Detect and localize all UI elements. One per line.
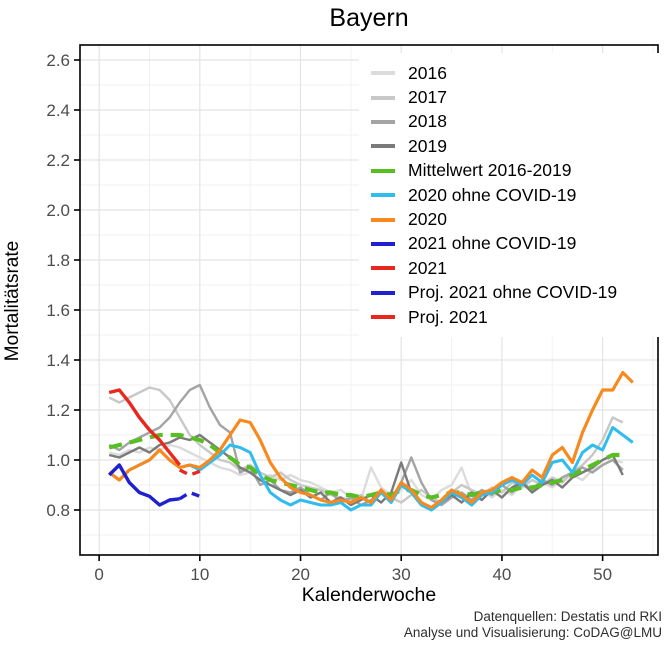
legend-label: 2016 — [408, 62, 447, 83]
legend-item: 2019 — [365, 134, 663, 158]
axis-ticks — [74, 59, 604, 561]
legend-swatch — [371, 95, 395, 100]
y-tick-label: 0.8 — [46, 501, 70, 520]
x-axis-title: Kalenderwoche — [301, 584, 437, 606]
x-tick-label: 20 — [291, 565, 310, 584]
legend-swatch — [371, 144, 395, 149]
legend-swatch — [371, 290, 395, 295]
y-tick-label: 1.2 — [46, 401, 70, 420]
legend: 2016 2017 2018 2019 Mittelwert 2016-2019 2020… — [359, 53, 669, 338]
series-2021-ohne-covid-19 — [108, 463, 180, 507]
y-tick-label: 1.6 — [46, 301, 70, 320]
x-tick-label: 50 — [593, 565, 612, 584]
legend-item: 2021 — [365, 256, 663, 280]
series-2020-ohne-covid-19 — [108, 426, 634, 512]
x-tick-label: 30 — [392, 565, 411, 584]
series-2020 — [108, 370, 634, 510]
legend-swatch — [371, 193, 395, 198]
legend-label: 2020 — [408, 209, 447, 230]
legend-item: Proj. 2021 ohne COVID-19 — [365, 281, 663, 305]
y-tick-label: 1.8 — [46, 251, 70, 270]
series-proj-2021 — [178, 468, 201, 477]
chart-title: Bayern — [329, 4, 409, 32]
legend-label: Proj. 2021 ohne COVID-19 — [408, 282, 618, 303]
legend-item: 2020 ohne COVID-19 — [365, 183, 663, 207]
caption: Datenquellen: Destatis und RKI Analyse u… — [404, 609, 662, 640]
legend-label: 2020 ohne COVID-19 — [408, 184, 577, 205]
legend-item: 2017 — [365, 85, 663, 109]
x-tick-label: 40 — [492, 565, 511, 584]
legend-item: 2018 — [365, 110, 663, 134]
x-tick-label: 10 — [190, 565, 209, 584]
legend-swatch — [371, 266, 395, 271]
legend-swatch — [371, 241, 395, 246]
x-tick-label: 0 — [94, 565, 103, 584]
legend-item: Proj. 2021 — [365, 305, 663, 329]
legend-swatch — [371, 217, 395, 222]
legend-label: 2019 — [408, 135, 447, 156]
legend-label: 2018 — [408, 111, 447, 132]
legend-label: Proj. 2021 — [408, 306, 488, 327]
legend-label: 2021 ohne COVID-19 — [408, 233, 577, 254]
legend-label: Mittelwert 2016-2019 — [408, 160, 572, 181]
legend-swatch — [371, 119, 395, 124]
legend-label: 2017 — [408, 87, 447, 108]
y-tick-label: 1.4 — [46, 351, 70, 370]
y-tick-label: 2.6 — [46, 51, 70, 70]
legend-item: 2020 — [365, 207, 663, 231]
legend-swatch — [371, 71, 395, 76]
caption-line-1: Datenquellen: Destatis und RKI — [473, 609, 662, 624]
y-tick-label: 2.2 — [46, 151, 70, 170]
caption-line-2: Analyse und Visualisierung: CoDAG@LMU — [403, 624, 662, 640]
legend-label: 2021 — [408, 257, 447, 278]
series-proj-2021-ohne-covid-19 — [178, 490, 201, 501]
legend-swatch — [371, 315, 395, 320]
legend-item: 2016 — [365, 61, 663, 85]
y-axis-title: Mortalitätsrate — [2, 240, 23, 362]
legend-item: 2021 ohne COVID-19 — [365, 232, 663, 256]
legend-swatch — [371, 168, 395, 173]
series-2021 — [108, 388, 182, 467]
y-tick-label: 2.0 — [46, 201, 70, 220]
y-tick-label: 2.4 — [46, 101, 70, 120]
series-mittelwert-2016-2019 — [108, 432, 623, 500]
y-tick-label: 1.0 — [46, 451, 70, 470]
legend-item: Mittelwert 2016-2019 — [365, 159, 663, 183]
